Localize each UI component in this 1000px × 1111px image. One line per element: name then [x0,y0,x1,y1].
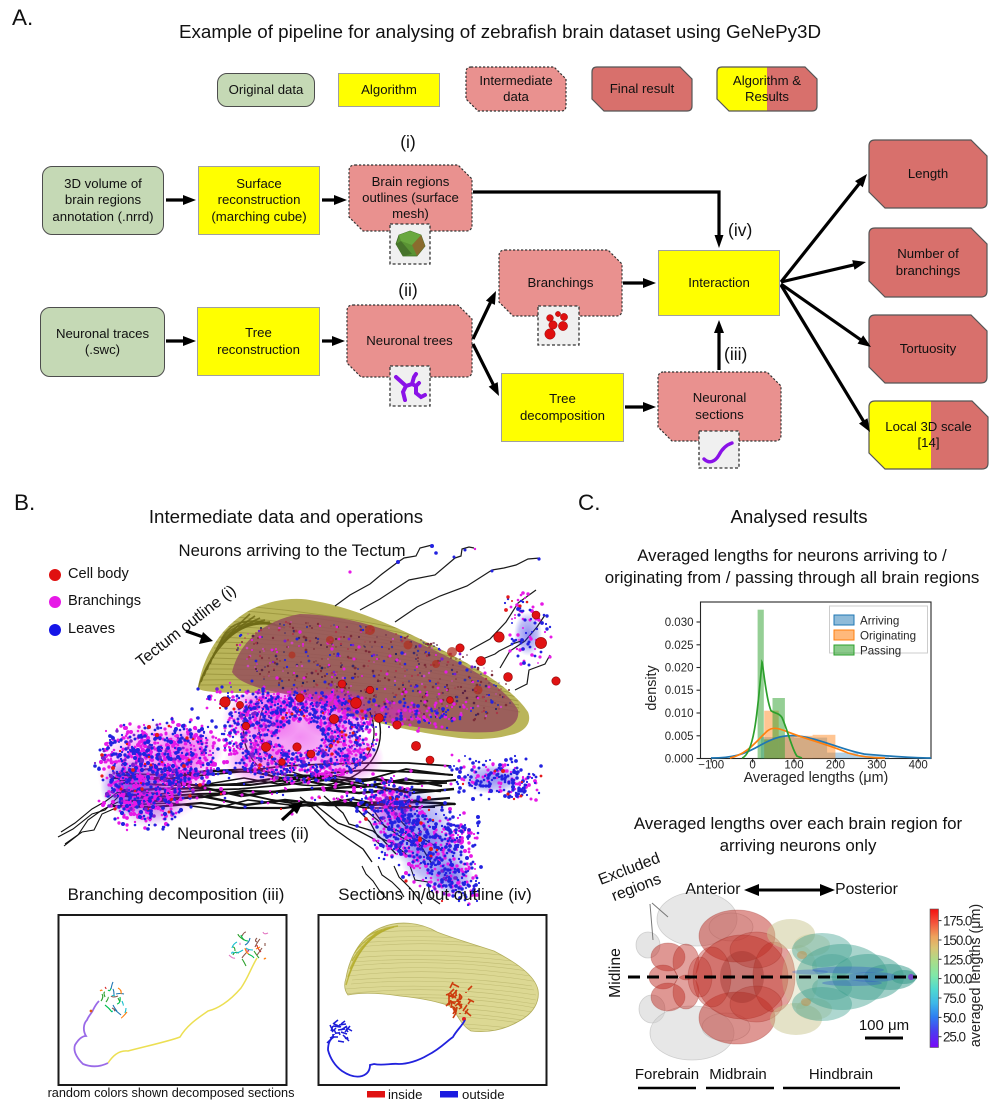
svg-text:Passing: Passing [860,645,901,658]
svg-text:0.015: 0.015 [665,685,694,697]
svg-text:0: 0 [749,760,755,772]
svg-text:50.0: 50.0 [943,1010,965,1025]
svg-text:Originating: Originating [860,630,916,643]
svg-text:300: 300 [867,760,886,772]
svg-text:0.020: 0.020 [665,663,694,675]
svg-text:0.000: 0.000 [665,754,694,766]
svg-text:Averaged lengths (μm): Averaged lengths (μm) [744,770,889,786]
svg-text:100.0: 100.0 [943,972,972,987]
svg-text:−100: −100 [698,760,724,772]
svg-text:0.025: 0.025 [665,640,694,652]
svg-text:400: 400 [909,760,928,772]
svg-text:200: 200 [826,760,845,772]
svg-text:0.030: 0.030 [665,617,694,629]
svg-text:density: density [644,665,660,711]
svg-text:0.005: 0.005 [665,731,694,743]
svg-text:125.0: 125.0 [943,952,972,967]
svg-text:averaged lengths (μm): averaged lengths (μm) [968,904,984,1047]
svg-text:100: 100 [784,760,803,772]
svg-text:75.0: 75.0 [943,991,965,1006]
svg-text:Arriving: Arriving [860,615,899,628]
svg-text:0.010: 0.010 [665,708,694,720]
svg-text:150.0: 150.0 [943,933,972,948]
svg-text:25.0: 25.0 [943,1030,965,1045]
svg-text:175.0: 175.0 [943,914,972,929]
